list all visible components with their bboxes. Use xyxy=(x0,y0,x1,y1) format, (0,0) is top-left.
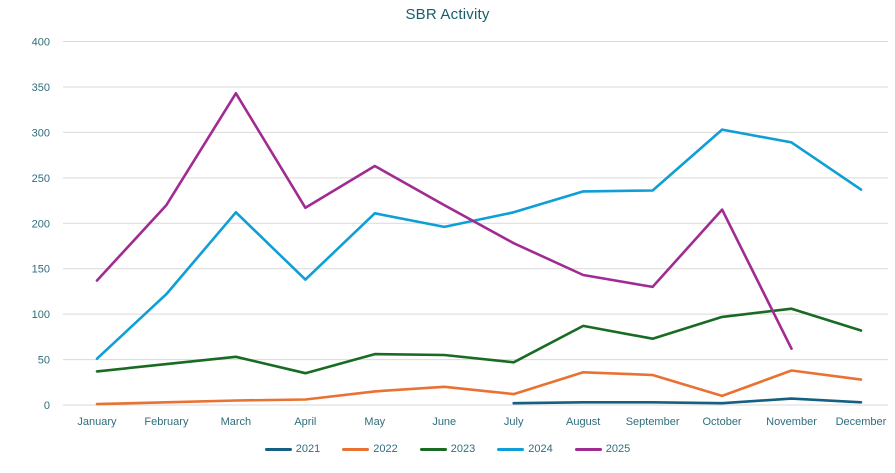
series-line-2022 xyxy=(95,369,863,406)
x-axis-label: October xyxy=(702,416,741,428)
legend-swatch-2024 xyxy=(497,447,525,451)
y-axis-tick: 0 xyxy=(44,400,50,412)
chart-title: SBR Activity xyxy=(405,6,490,23)
legend-item-2025: 2025 xyxy=(574,443,631,455)
y-axis-tick: 100 xyxy=(32,309,50,321)
legend-swatch-2023 xyxy=(419,447,447,451)
legend-label: 2021 xyxy=(295,443,321,455)
x-axis-label: April xyxy=(294,416,316,428)
legend-item-2024: 2024 xyxy=(497,443,553,455)
x-axis-label: September xyxy=(626,416,680,428)
y-axis-tick: 300 xyxy=(32,127,50,139)
series-line-2023 xyxy=(95,307,863,375)
series-line-2024 xyxy=(95,128,863,361)
x-axis-label: June xyxy=(432,416,456,428)
legend-item-2023: 2023 xyxy=(419,443,476,455)
series-line-2021 xyxy=(512,397,863,405)
legend-swatch-2021 xyxy=(264,447,292,451)
x-axis-label: November xyxy=(766,416,817,428)
y-axis-tick: 350 xyxy=(32,82,50,94)
legend-item-2022: 2022 xyxy=(342,443,398,455)
x-axis-label: August xyxy=(566,416,600,428)
y-axis-tick: 150 xyxy=(32,264,50,276)
legend-item-2021: 2021 xyxy=(264,443,321,455)
x-axis-label: May xyxy=(364,416,385,428)
series-line-2025 xyxy=(95,92,793,351)
y-axis-tick: 400 xyxy=(32,37,50,49)
x-axis-label: December xyxy=(836,416,887,428)
legend-swatch-2022 xyxy=(342,447,370,451)
legend-label: 2022 xyxy=(373,443,398,455)
legend-swatch-2025 xyxy=(574,447,602,451)
x-axis-label: March xyxy=(221,416,252,428)
x-axis-label: January xyxy=(77,416,117,428)
legend-label: 2023 xyxy=(450,443,476,455)
x-axis-label: February xyxy=(144,416,189,428)
y-axis-tick: 250 xyxy=(32,173,50,185)
legend: 2021 2022 2023 2024 2025 xyxy=(0,443,895,455)
legend-label: 2024 xyxy=(528,443,553,455)
x-axis-label: July xyxy=(504,416,524,428)
y-axis-tick: 200 xyxy=(32,218,50,230)
y-axis-tick: 50 xyxy=(38,355,50,367)
legend-label: 2025 xyxy=(605,443,631,455)
